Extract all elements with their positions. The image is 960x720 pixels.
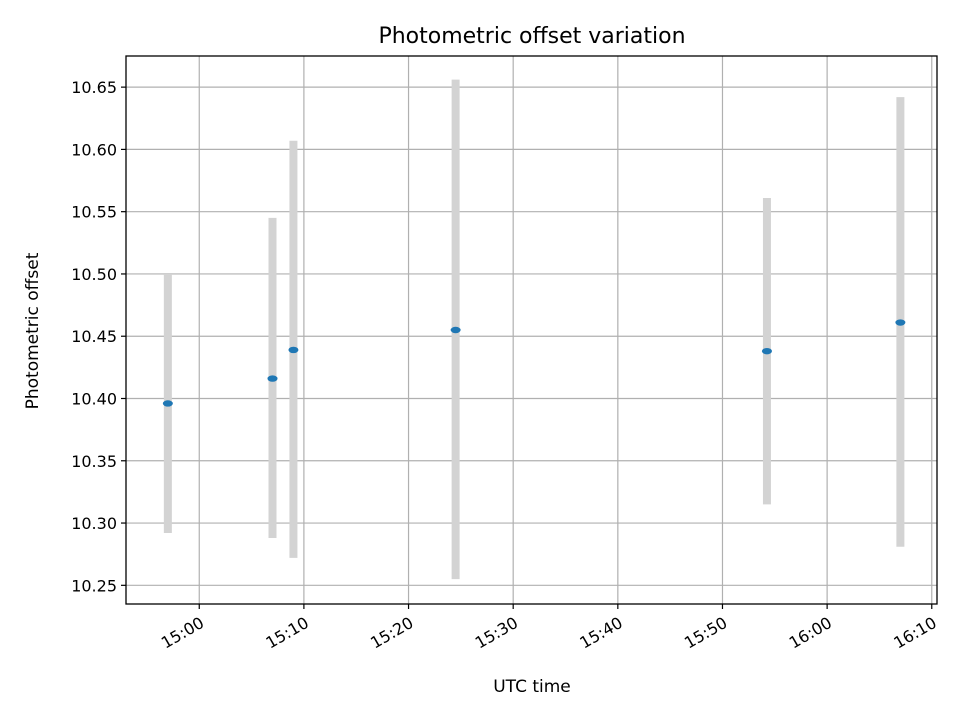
y-tick-label: 10.60 (71, 140, 117, 159)
data-points (162, 319, 906, 407)
x-tick-label: 15:50 (681, 613, 730, 653)
data-point (162, 400, 173, 407)
y-tick-label: 10.30 (71, 514, 117, 533)
plot-area (125, 55, 938, 605)
data-point (288, 346, 299, 354)
y-tick-label: 10.50 (71, 265, 117, 284)
y-tick-label: 10.40 (71, 390, 117, 409)
x-axis-label: UTC time (493, 677, 571, 697)
y-tick-label: 10.65 (71, 78, 117, 97)
x-tick-label: 15:40 (576, 613, 625, 653)
x-axis: 15:00 15:10 15:20 15:30 15:40 15:50 16:00 16:10 (158, 604, 940, 653)
y-tick-label: 10.25 (71, 576, 117, 595)
x-tick-label: 16:00 (786, 613, 835, 653)
data-point (761, 347, 772, 355)
x-tick-label: 15:00 (158, 613, 207, 653)
chart-title: Photometric offset variation (378, 24, 685, 49)
y-axis-label: Photometric offset (23, 252, 43, 409)
y-tick-label: 10.45 (71, 327, 117, 346)
y-tick-label: 10.55 (71, 203, 117, 222)
x-tick-label: 15:10 (262, 613, 311, 653)
x-tick-label: 15:30 (472, 613, 521, 653)
x-tick-label: 15:20 (367, 613, 416, 653)
x-tick-label: 16:10 (890, 613, 939, 653)
data-point (895, 319, 906, 326)
y-tick-label: 10.35 (71, 452, 117, 471)
error-bars (163, 79, 905, 580)
data-point (267, 375, 278, 382)
grid (126, 56, 937, 604)
y-axis: 10.25 10.30 10.35 10.40 10.45 10.50 10.55 10.60… (71, 78, 126, 595)
data-point (450, 326, 461, 334)
